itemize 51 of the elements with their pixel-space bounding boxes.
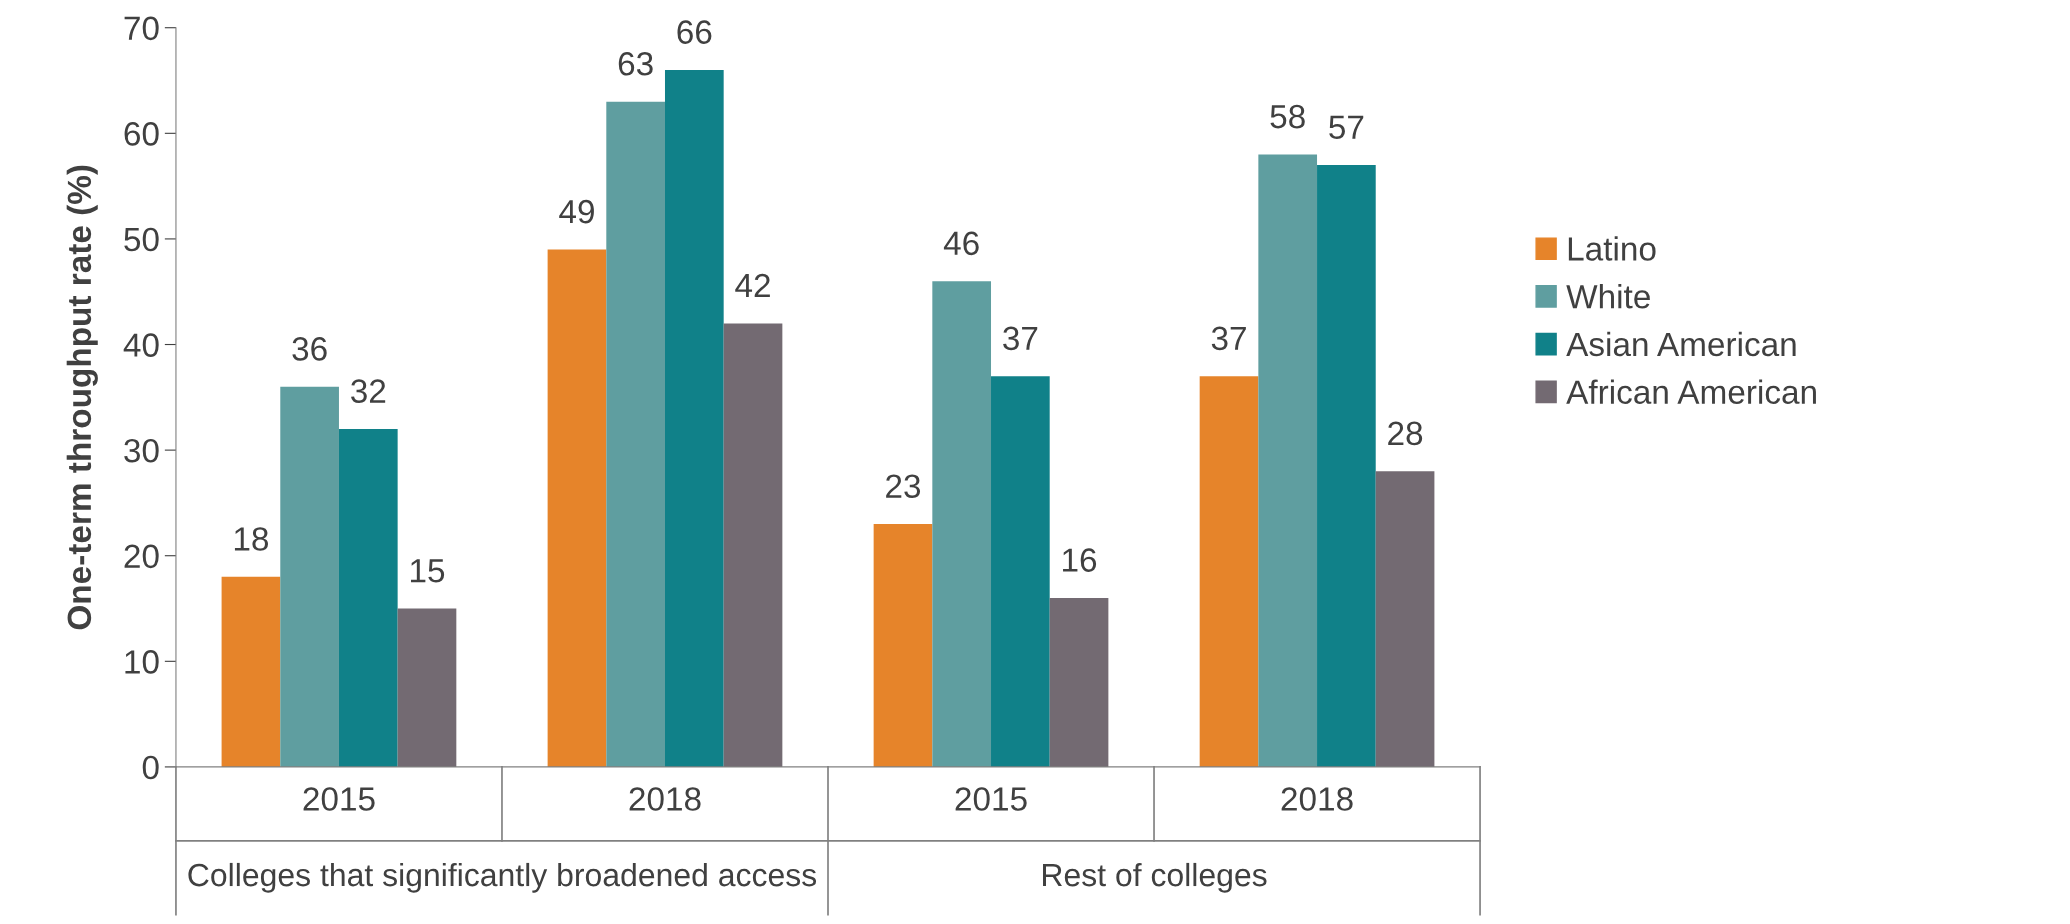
legend-label: White	[1566, 283, 1650, 309]
bar	[397, 608, 457, 767]
data-label: 58	[1270, 104, 1305, 129]
bar	[873, 524, 933, 767]
x-tick-label: 2015	[955, 787, 1027, 811]
text: Colleges that significantly broadened access	[188, 862, 817, 893]
data-label: 18	[234, 527, 269, 551]
y-tick-label: 40	[123, 333, 159, 357]
bar	[664, 69, 724, 767]
y-tick-label: 20	[124, 544, 159, 569]
bar	[280, 386, 339, 767]
data-label: 32	[351, 379, 386, 403]
x-tick-label: 2015	[303, 787, 375, 811]
bar	[991, 376, 1050, 767]
x-tick-label: 2018	[1281, 787, 1353, 811]
bar	[221, 576, 281, 767]
data-label: 46	[943, 231, 979, 256]
data-label: 66	[677, 20, 712, 44]
y-tick-label: 0	[142, 755, 159, 780]
data-label: 42	[735, 273, 770, 298]
data-label: 28	[1388, 421, 1423, 446]
bar	[1375, 471, 1435, 767]
y-tick-label: 60	[124, 122, 159, 146]
data-label: 57	[1329, 115, 1364, 139]
y-tick-label: 30	[124, 438, 159, 463]
legend-label: Asian American	[1566, 331, 1796, 357]
text: Rest of colleges	[1043, 862, 1267, 893]
bar	[723, 323, 783, 767]
data-label: 49	[559, 199, 594, 224]
x-tick-label: 2018	[629, 787, 701, 811]
bar	[1258, 154, 1318, 767]
y-tick-label: 50	[124, 227, 159, 252]
y-tick-label: 10	[125, 650, 159, 674]
data-label: 36	[292, 337, 327, 361]
data-label: 23	[886, 474, 921, 499]
legend-label: Latino	[1568, 236, 1656, 261]
bar	[1317, 165, 1376, 767]
bar	[547, 249, 607, 767]
bar	[1049, 597, 1109, 767]
y-tick-label: 70	[124, 16, 159, 41]
data-label: 63	[618, 52, 653, 76]
legend-label: African American	[1566, 379, 1816, 404]
data-label: 37	[1003, 326, 1038, 351]
bar	[606, 101, 665, 767]
data-label: 37	[1211, 326, 1246, 351]
bar	[338, 429, 398, 767]
bar	[1199, 376, 1259, 767]
bar	[932, 281, 992, 767]
data-label: 15	[410, 559, 445, 583]
y-axis-title: One-term throughput rate (%)	[66, 165, 98, 630]
data-label: 16	[1063, 548, 1097, 572]
